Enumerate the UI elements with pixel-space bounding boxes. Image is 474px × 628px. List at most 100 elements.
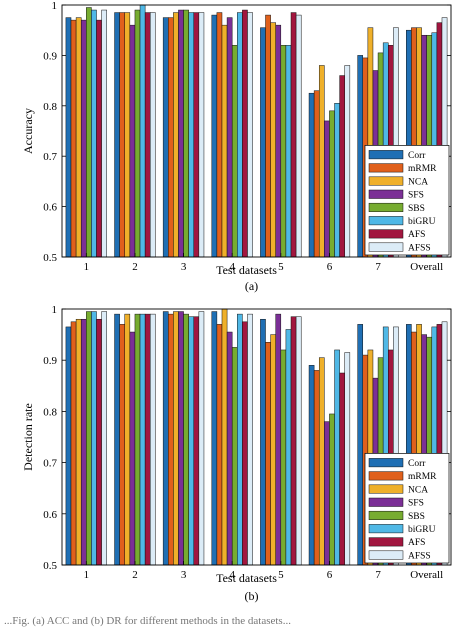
panel-caption: (b) <box>245 589 259 603</box>
bar-bigru-5 <box>285 329 292 566</box>
bar-nca-6 <box>318 357 325 566</box>
bar-mrmr-4 <box>216 12 223 258</box>
chart-panel-b: 0.5 0.6 0.7 0.8 0.9 1 1 2 3 4 5 6 7 Overall Test datas… <box>21 304 452 603</box>
legend-swatch-bigru <box>368 524 404 534</box>
legend-label-mrmr: mRMR <box>408 472 437 482</box>
x-tick-label: 3 <box>181 569 187 581</box>
legend-label-mrmr: mRMR <box>408 164 437 174</box>
bar-corr-1 <box>65 326 72 566</box>
bar-afs-1 <box>96 19 102 258</box>
legend-swatch-sbs <box>368 202 404 212</box>
legend-swatch-corr <box>368 458 404 468</box>
bar-sbs-1 <box>86 311 92 566</box>
y-tick-label: 0.9 <box>43 50 57 62</box>
bar-bigru-5 <box>285 45 292 258</box>
bar-corr-3 <box>162 17 169 258</box>
bar-corr-5 <box>260 27 266 258</box>
bar-sbs-5 <box>280 45 287 258</box>
x-tick-label: 5 <box>278 569 284 581</box>
bar-sbs-4 <box>231 347 238 566</box>
bar-corr-4 <box>211 311 218 566</box>
legend-swatch-nca <box>368 176 404 186</box>
y-tick-label: 0.8 <box>43 406 57 418</box>
bar-corr-6 <box>308 92 315 258</box>
x-tick-label: 7 <box>375 261 381 273</box>
bar-nca-4 <box>221 308 228 566</box>
y-tick-label: 0.7 <box>43 458 57 470</box>
bar-sbs-6 <box>329 110 335 258</box>
legend-swatch-corr <box>368 150 404 160</box>
legend-label-afs: AFS <box>408 230 425 240</box>
bar-afs-6 <box>339 75 345 258</box>
legend-label-corr: Corr <box>408 151 426 161</box>
bar-mrmr-2 <box>119 324 125 566</box>
legend-swatch-afss <box>368 550 404 560</box>
x-tick-label: 4 <box>229 261 235 273</box>
x-tick-label: 6 <box>327 261 333 273</box>
y-tick-label: 0.8 <box>43 101 57 113</box>
bar-nca-5 <box>270 22 276 258</box>
bar-sfs-1 <box>80 19 87 258</box>
bar-mrmr-1 <box>70 321 77 566</box>
x-tick-label: Overall <box>410 569 443 581</box>
plot-frame <box>61 308 452 566</box>
y-tick-label: 0.9 <box>43 355 57 367</box>
bar-afss-5 <box>295 14 302 258</box>
bar-mrmr-6 <box>313 370 320 566</box>
bar-sbs-5 <box>280 349 287 566</box>
x-tick-label: 5 <box>278 261 284 273</box>
bar-afss-3 <box>198 311 205 566</box>
bar-afs-5 <box>290 316 297 566</box>
y-tick-label: 1 <box>52 304 58 316</box>
legend-swatch-nca <box>368 484 404 494</box>
x-tick-label: 1 <box>84 569 90 581</box>
bar-mrmr-3 <box>168 313 174 566</box>
bar-corr-2 <box>114 12 120 258</box>
legend-swatch-mrmr <box>368 471 404 481</box>
y-tick-label: 0.7 <box>43 151 57 163</box>
legend-swatch-bigru <box>368 216 404 226</box>
y-tick-label: 0.6 <box>43 202 57 214</box>
bar-bigru-1 <box>91 311 97 566</box>
legend-label-afss: AFSS <box>408 243 431 253</box>
bar-nca-3 <box>173 311 179 566</box>
legend-swatch-sfs <box>368 497 404 507</box>
legend-swatch-afss <box>368 242 404 252</box>
bar-afss-2 <box>149 313 156 566</box>
bar-bigru-2 <box>139 4 146 258</box>
legend-swatch-mrmr <box>368 163 404 173</box>
bar-sfs-3 <box>178 311 184 566</box>
bar-corr-1 <box>65 17 72 258</box>
bar-bigru-4 <box>237 313 243 566</box>
bar-nca-1 <box>75 17 82 258</box>
bar-nca-2 <box>124 12 131 258</box>
panel-caption: (a) <box>245 279 258 293</box>
bar-nca-5 <box>270 334 276 566</box>
bar-sfs-2 <box>129 24 136 258</box>
bar-bigru-3 <box>188 12 195 258</box>
bar-corr-3 <box>162 311 169 566</box>
bar-bigru-6 <box>334 103 340 258</box>
x-axis-title: Test datasets <box>216 571 277 585</box>
x-tick-label: 2 <box>132 261 138 273</box>
bar-mrmr-5 <box>265 342 271 566</box>
legend-label-sbs: SBS <box>408 204 425 214</box>
y-tick-label: 1 <box>52 0 58 12</box>
x-tick-label: 1 <box>84 261 90 273</box>
bar-mrmr-5 <box>265 14 271 258</box>
bar-afs-2 <box>144 313 151 566</box>
bar-mrmr-6 <box>313 90 320 258</box>
legend-label-sbs: SBS <box>408 512 425 522</box>
bar-afs-1 <box>96 318 102 566</box>
legend-box <box>364 145 450 256</box>
bar-nca-6 <box>318 65 325 258</box>
bar-afss-6 <box>344 65 351 258</box>
y-tick-label: 0.6 <box>43 509 57 521</box>
bar-afs-6 <box>339 372 345 566</box>
y-axis-title: Detection rate <box>21 403 35 471</box>
bar-afs-2 <box>144 12 151 258</box>
x-tick-label: 7 <box>375 569 381 581</box>
figure-caption-fragment: ...Fig. (a) ACC and (b) DR for different… <box>4 615 291 627</box>
bar-mrmr-2 <box>119 12 125 258</box>
bar-sbs-2 <box>134 9 141 258</box>
